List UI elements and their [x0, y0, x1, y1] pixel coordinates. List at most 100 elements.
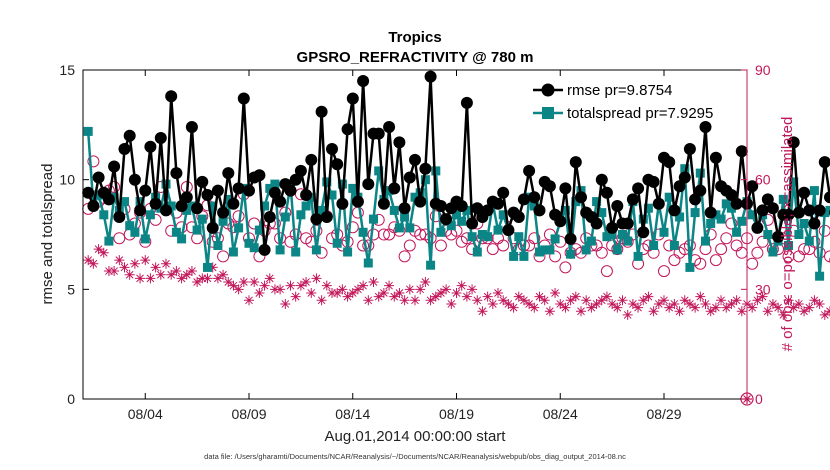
- totalspread-point: [514, 232, 524, 242]
- totalspread-point: [410, 192, 420, 202]
- assimilated-point: [622, 309, 633, 320]
- assimilated-point: [275, 284, 286, 295]
- rmse-point: [253, 169, 266, 182]
- rmse-point: [154, 132, 167, 144]
- assimilated-point: [576, 306, 586, 317]
- assimilated-point: [373, 291, 384, 302]
- assimilated-point: [166, 269, 177, 280]
- totalspread-point: [737, 216, 747, 226]
- totalspread-point: [638, 214, 648, 224]
- assimilated-point: [212, 273, 223, 284]
- totalspread-point: [789, 177, 799, 187]
- assimilated-point: [767, 298, 778, 309]
- totalspread-point: [509, 251, 519, 261]
- assimilated-point: [129, 258, 140, 269]
- rmse-point: [554, 215, 567, 228]
- totalspread-point: [223, 194, 233, 204]
- totalspread-point: [374, 166, 384, 176]
- assimilated-point: [674, 306, 685, 317]
- rmse-point: [217, 206, 230, 219]
- rmse-point: [481, 204, 494, 217]
- assimilated-point: [695, 291, 706, 302]
- totalspread-point: [778, 194, 788, 204]
- rmse-point: [772, 230, 785, 243]
- rmse-point: [663, 156, 676, 169]
- assimilated-point: [498, 295, 509, 306]
- rmse-point: [543, 180, 556, 193]
- assimilated-point: [181, 269, 192, 280]
- totalspread-point: [130, 227, 140, 237]
- totalspread-point: [695, 168, 705, 178]
- assimilated-point: [352, 284, 363, 295]
- rmse-point: [792, 206, 805, 219]
- assimilated-point: [508, 302, 519, 313]
- assimilated-point: [555, 298, 566, 309]
- rmse-point: [569, 156, 582, 169]
- totalspread-point: [311, 245, 321, 255]
- assimilated-point: [534, 291, 545, 302]
- totalspread-point: [280, 212, 290, 222]
- rmse-point: [798, 186, 811, 199]
- totalspread-point: [586, 236, 596, 246]
- rmse-point: [351, 195, 364, 208]
- possible-point: [217, 250, 230, 263]
- assimilated-point: [415, 284, 426, 295]
- assimilated-point: [467, 284, 478, 295]
- rmse-point: [289, 173, 302, 186]
- rmse-point: [766, 202, 779, 215]
- rmse-point: [108, 160, 121, 173]
- assimilated-point: [493, 287, 503, 298]
- totalspread-point: [623, 236, 633, 246]
- totalspread-point: [768, 247, 778, 257]
- totalspread-point: [327, 190, 337, 200]
- rmse-point: [689, 193, 702, 206]
- x-tick-label: 08/19: [439, 406, 474, 422]
- totalspread-point: [275, 245, 285, 255]
- assimilated-point: [404, 284, 415, 295]
- assimilated-point: [653, 298, 664, 309]
- rmse-point: [362, 178, 375, 191]
- possible-point: [87, 155, 100, 168]
- totalspread-point: [825, 205, 830, 215]
- rmse-point: [377, 197, 390, 210]
- rmse-point: [165, 90, 178, 103]
- assimilated-point: [264, 273, 275, 284]
- assimilated-point: [783, 295, 794, 306]
- rmse-point: [564, 232, 577, 245]
- assimilated-point: [570, 291, 581, 302]
- totalspread-point: [597, 208, 607, 218]
- assimilated-point: [435, 287, 446, 298]
- assimilated-point: [342, 291, 353, 302]
- assimilated-point: [192, 277, 203, 288]
- assimilated-point: [155, 269, 166, 280]
- x-axis: 08/04 08/09 08/14 08/19 08/24 08/29: [128, 70, 682, 422]
- x-tick-label: 08/04: [128, 406, 163, 422]
- assimilated-point: [358, 280, 369, 291]
- assimilated-point: [550, 287, 561, 298]
- rmse-point: [102, 193, 115, 206]
- assimilated-point: [207, 262, 218, 273]
- rmse-point: [222, 167, 235, 180]
- totalspread-point: [747, 210, 757, 220]
- assimilated-point: [664, 302, 675, 313]
- legend: rmse pr=9.8754 totalspread pr=7.9295: [533, 82, 713, 122]
- rmse-point: [756, 204, 769, 217]
- totalspread-point: [218, 216, 228, 226]
- assimilated-point: [461, 291, 472, 302]
- totalspread-point: [477, 230, 487, 239]
- assimilated-point: [596, 295, 607, 306]
- totalspread-point: [685, 262, 695, 272]
- rmse-point: [336, 197, 349, 210]
- totalspread-point: [234, 223, 244, 233]
- assimilated-point: [513, 291, 524, 302]
- rmse-point: [211, 184, 224, 197]
- assimilated-point: [446, 298, 457, 309]
- possible-point: [486, 243, 499, 256]
- rmse-point: [502, 224, 515, 237]
- assimilated-point: [269, 284, 280, 295]
- rmse-point: [699, 121, 712, 133]
- rmse-point: [824, 191, 830, 204]
- rmse-point: [398, 202, 411, 215]
- rmse-point: [517, 193, 530, 206]
- rmse-point: [440, 213, 453, 226]
